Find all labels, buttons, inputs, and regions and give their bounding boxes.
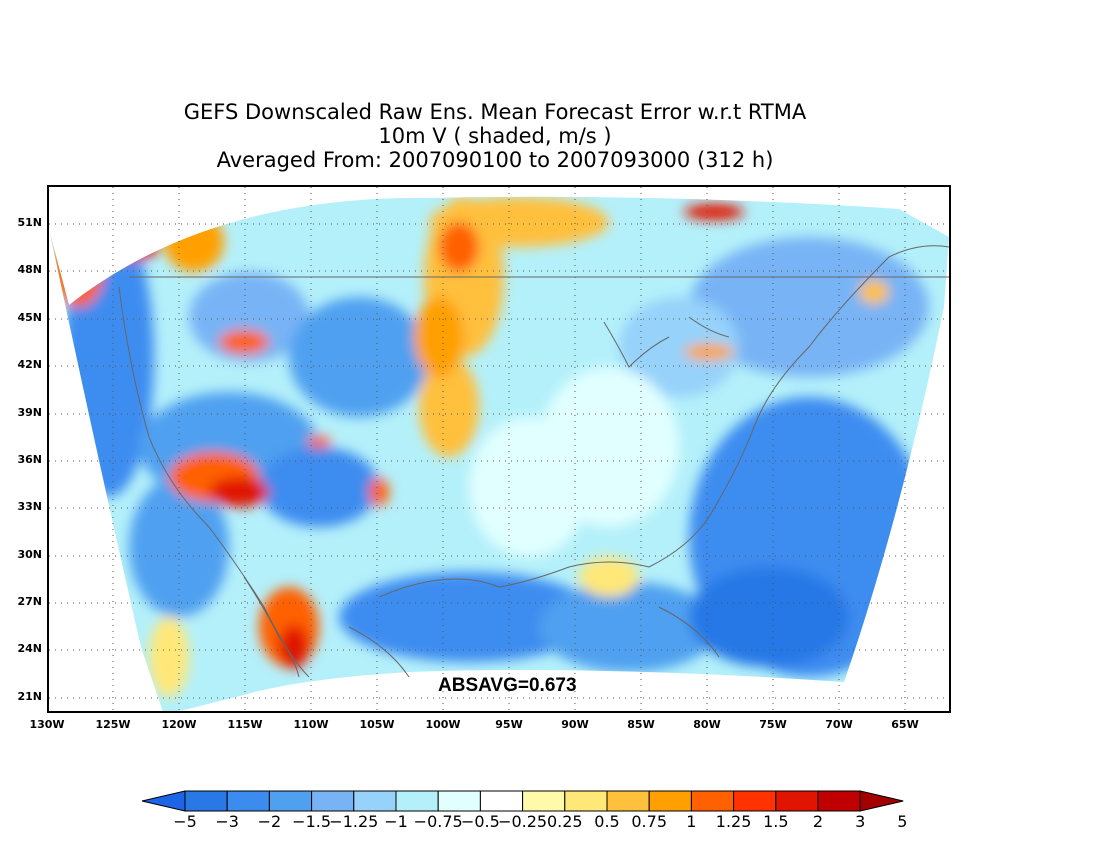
map-frame	[47, 185, 951, 713]
colorbar-tick-label: 0.25	[546, 812, 583, 831]
lat-label-24n: 24N	[17, 642, 42, 655]
map-title: GEFS Downscaled Raw Ens. Mean Forecast E…	[0, 100, 990, 172]
absavg-stat: ABSAVG=0.673	[438, 675, 577, 696]
lon-label-70w: 70W	[825, 718, 853, 731]
colorbar-tick-label: −0.75	[413, 812, 463, 831]
colorbar-box	[395, 790, 439, 812]
shaded-field	[49, 196, 949, 711]
colorbar-arrow-high	[859, 790, 904, 812]
lon-label-125w: 125W	[95, 718, 131, 731]
colorbar-box	[437, 790, 481, 812]
map-plot	[49, 187, 949, 711]
colorbar-tick-label: −0.25	[498, 812, 548, 831]
lat-label-45n: 45N	[17, 311, 42, 324]
colorbar-box	[690, 790, 735, 812]
lon-label-90w: 90W	[561, 718, 589, 731]
coastlines	[118, 245, 949, 678]
colorbar-tick-label: −1	[384, 812, 408, 831]
lat-label-21n: 21N	[17, 690, 42, 703]
colorbar-box	[226, 790, 270, 812]
lon-label-120w: 120W	[161, 718, 197, 731]
colorbar-tick-label: −5	[173, 812, 197, 831]
lon-label-130w: 130W	[29, 718, 65, 731]
colorbar-box	[817, 790, 861, 812]
lon-label-100w: 100W	[425, 718, 461, 731]
colorbar-box	[775, 790, 819, 812]
lon-label-105w: 105W	[359, 718, 395, 731]
lat-label-51n: 51N	[17, 216, 42, 229]
lon-label-110w: 110W	[293, 718, 329, 731]
colorbar-tick-label: −0.5	[460, 812, 500, 831]
colorbar-tick-label: 5	[897, 812, 908, 831]
lon-label-85w: 85W	[627, 718, 655, 731]
colorbar-tick-label: 1.5	[763, 812, 789, 831]
lat-label-48n: 48N	[17, 263, 42, 276]
lon-label-115w: 115W	[227, 718, 263, 731]
lat-label-39n: 39N	[17, 406, 42, 419]
colorbar-box	[479, 790, 524, 812]
graticule	[49, 187, 949, 711]
colorbar-tick-label: 1.25	[715, 812, 752, 831]
title-line-1: GEFS Downscaled Raw Ens. Mean Forecast E…	[183, 100, 807, 124]
lon-label-80w: 80W	[693, 718, 721, 731]
title-line-2: 10m V ( shaded, m/s )	[378, 124, 612, 148]
lat-label-27n: 27N	[17, 595, 42, 608]
colorbar-tick-label: 1	[686, 812, 697, 831]
colorbar	[141, 790, 904, 812]
colorbar-box	[564, 790, 608, 812]
colorbar-tick-label: 3	[855, 812, 866, 831]
lat-label-42n: 42N	[17, 358, 42, 371]
title-line-3: Averaged From: 2007090100 to 2007093000 …	[216, 148, 774, 172]
colorbar-box	[311, 790, 355, 812]
lon-label-75w: 75W	[759, 718, 787, 731]
colorbar-tick-label: 2	[812, 812, 824, 831]
lat-label-30n: 30N	[17, 548, 42, 561]
colorbar-tick-label: 0.75	[631, 812, 667, 831]
lon-label-65w: 65W	[891, 718, 919, 731]
colorbar-tick-label: −2	[257, 812, 282, 831]
colorbar-tick-label: −1.5	[292, 812, 332, 831]
lat-label-36n: 36N	[17, 453, 42, 466]
colorbar-box	[648, 790, 692, 812]
colorbar-tick-label: −1.25	[329, 812, 379, 831]
colorbar-arrow-low	[141, 790, 186, 812]
colorbar-box	[606, 790, 650, 812]
colorbar-box	[522, 790, 566, 812]
colorbar-tick-label: 0.5	[594, 812, 620, 831]
lon-label-95w: 95W	[495, 718, 523, 731]
colorbar-box	[353, 790, 397, 812]
colorbar-tick-label: −3	[215, 812, 239, 831]
colorbar-box	[268, 790, 313, 812]
colorbar-box	[184, 790, 228, 812]
lat-label-33n: 33N	[17, 500, 42, 513]
colorbar-box	[733, 790, 777, 812]
